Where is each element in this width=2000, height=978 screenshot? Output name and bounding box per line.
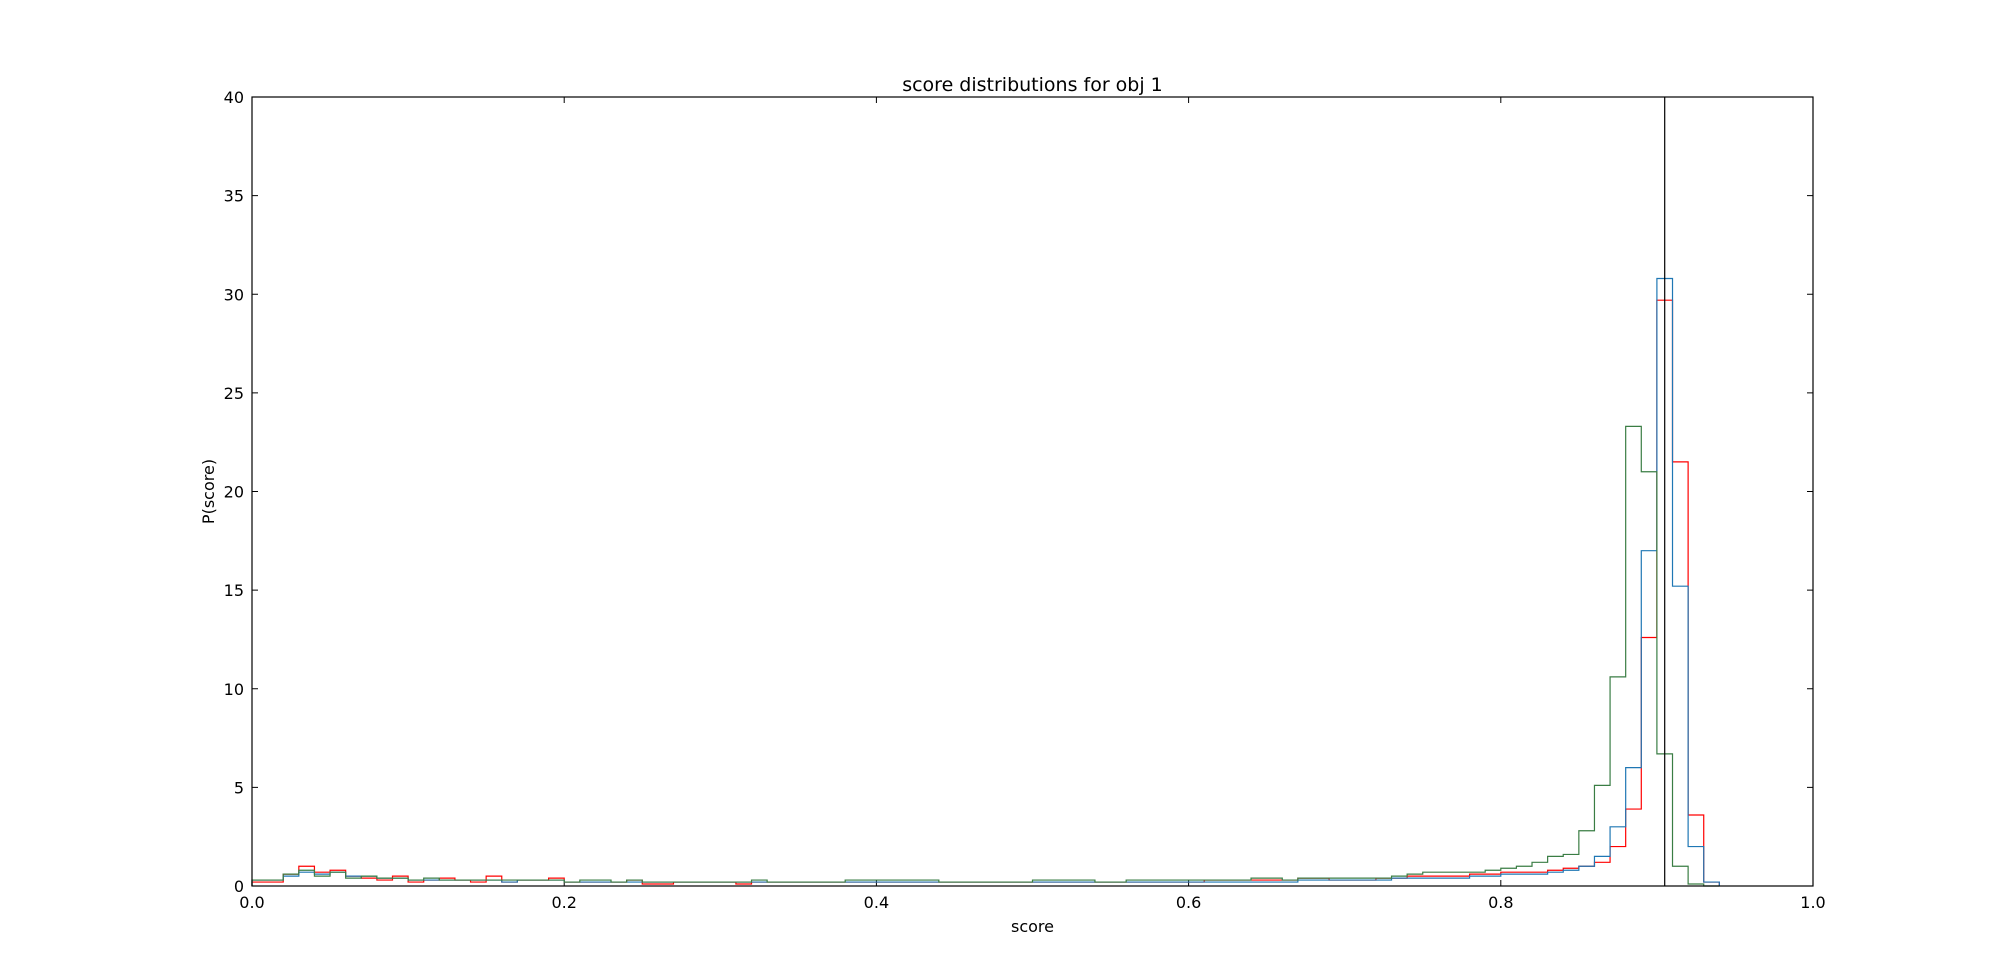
y-tick-label: 40 — [224, 88, 244, 107]
x-tick-label: 1.0 — [1800, 893, 1825, 912]
y-axis-label: P(score) — [199, 459, 218, 524]
x-tick-label: 0.4 — [864, 893, 889, 912]
y-tick-label: 5 — [234, 778, 244, 797]
x-tick-label: 0.8 — [1488, 893, 1513, 912]
y-tick-label: 0 — [234, 877, 244, 896]
y-tick-label: 35 — [224, 187, 244, 206]
x-tick-label: 0.0 — [239, 893, 264, 912]
y-tick-label: 10 — [224, 680, 244, 699]
histogram-step-line — [251, 425, 1720, 887]
histogram-series-3 — [251, 425, 1720, 887]
y-tick-label: 30 — [224, 285, 244, 304]
plot-frame — [251, 96, 1814, 887]
y-tick-label: 15 — [224, 581, 244, 600]
x-axis-ticks: 0.0 0.2 0.4 0.6 0.8 1.0 — [239, 97, 1826, 912]
y-tick-label: 25 — [224, 384, 244, 403]
histogram-series — [251, 277, 1720, 887]
chart-title: score distributions for obj 1 — [902, 74, 1163, 96]
y-tick-label: 20 — [224, 483, 244, 502]
plot-area — [252, 97, 1813, 886]
x-tick-label: 0.6 — [1176, 893, 1201, 912]
x-tick-label: 0.2 — [551, 893, 576, 912]
x-axis-label: score — [1011, 917, 1054, 936]
